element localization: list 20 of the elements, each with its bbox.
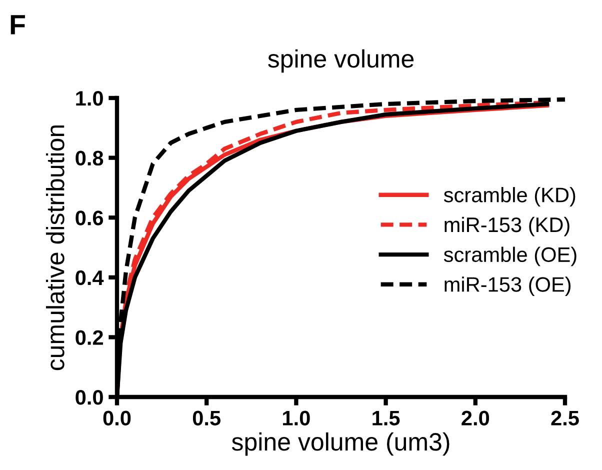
y-tick-label: 0.6 — [76, 210, 104, 226]
y-tick-label: 0.8 — [76, 150, 104, 166]
x-tick-label: 1.5 — [372, 410, 400, 426]
y-tick-label: 1.0 — [76, 91, 103, 106]
x-tick-label: 0.0 — [103, 410, 131, 426]
legend-label: scramble (OE) — [444, 246, 576, 266]
y-tick-label: 0.0 — [76, 390, 103, 405]
y-tick-label: 0.4 — [76, 270, 104, 286]
legend-label: miR-153 (KD) — [444, 216, 570, 236]
x-axis-title: spine volume (um3) — [232, 432, 450, 456]
y-axis-title: cumulative distribution — [46, 125, 64, 370]
x-tick-label: 2.0 — [462, 410, 490, 426]
legend-label: scramble (KD) — [444, 187, 576, 206]
x-tick-label: 1.0 — [283, 410, 310, 426]
chart-title: spine volume — [268, 49, 414, 73]
y-tick-label: 0.2 — [76, 330, 103, 345]
x-tick-label: 0.5 — [192, 410, 220, 426]
x-tick-label: 2.5 — [551, 410, 579, 426]
legend-label: miR-153 (OE) — [444, 276, 571, 296]
text: F — [10, 15, 25, 34]
